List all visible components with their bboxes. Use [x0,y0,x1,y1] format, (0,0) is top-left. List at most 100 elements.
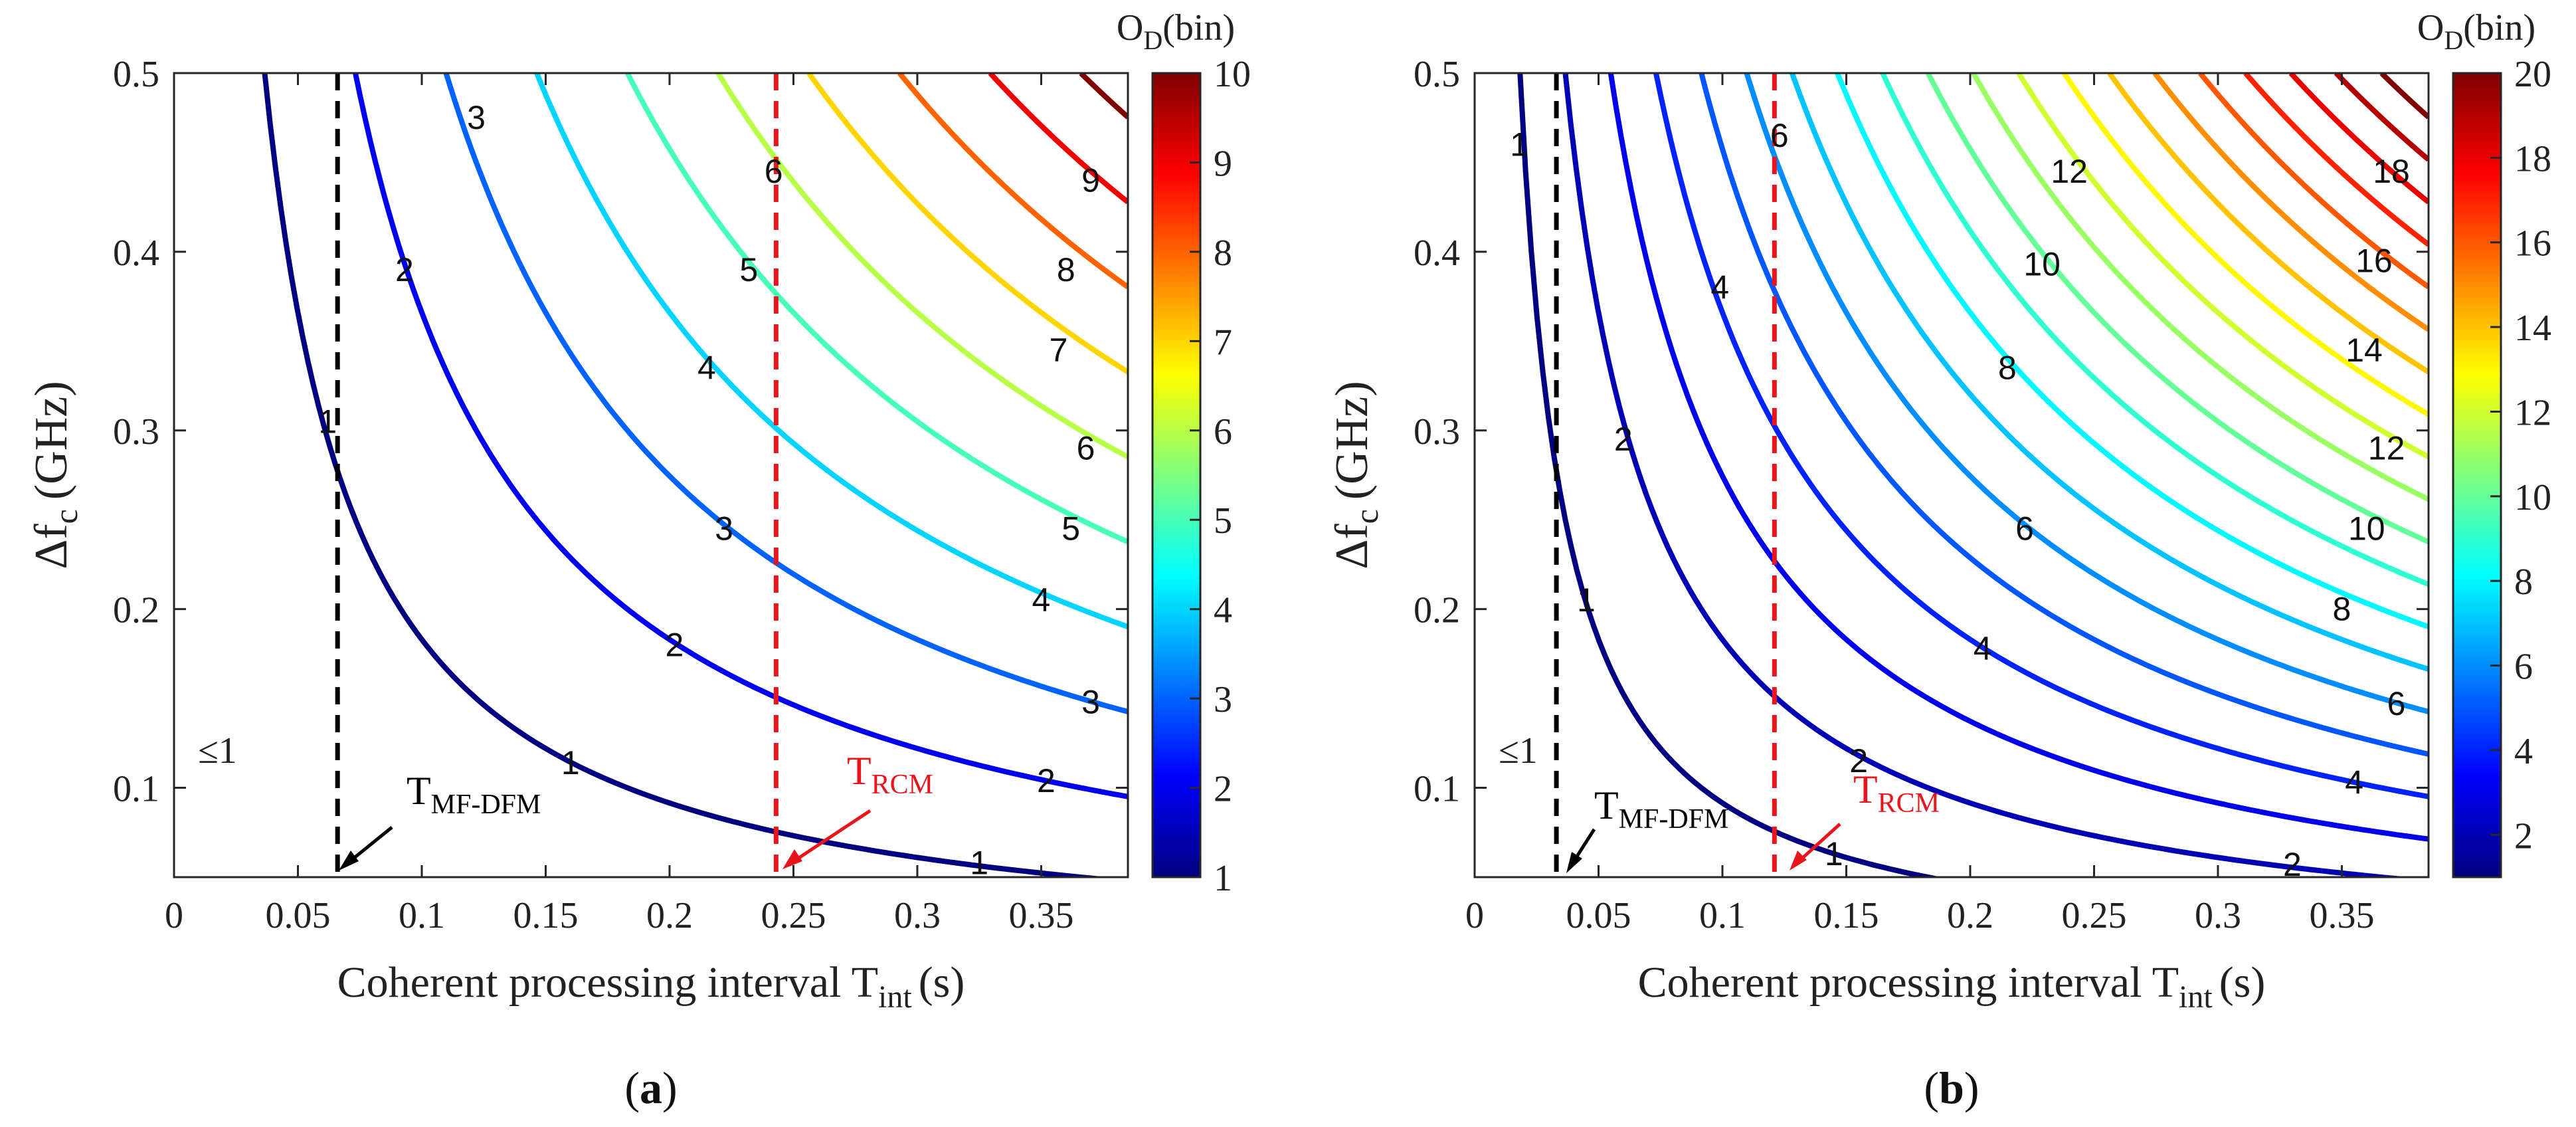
x-tick-label: 0.3 [2195,895,2241,936]
colorbar-tick-label: 12 [2514,392,2551,433]
x-tick-label: 0.15 [513,895,578,936]
contour-level-6 [715,73,1128,460]
t-mf-dfm-annotation: TMF-DFM [339,769,541,871]
x-tick-label: 0.1 [399,895,445,936]
contour-level-4 [1653,73,2429,799]
ticks: 0 0.05 0.1 0.15 0.2 0.25 0.3 0.35 0.1 0.2 0.3 0.4 0.… [113,54,1128,936]
arrowhead-icon [1790,851,1807,871]
t-rcm-sub: RCM [1878,788,1940,819]
contour-label: 12 [2051,153,2088,190]
contour-label: 14 [2346,332,2383,369]
colorbar-tick-label: 6 [1214,411,1232,453]
plot-frame [1473,72,2430,878]
colorbar-tick-label: 2 [1214,769,1232,810]
svg-text:Coherent processing interval T: Coherent processing interval Tint (s) [1638,958,2266,1015]
contour-level-8 [1835,73,2429,629]
colorbar-tick-label: 10 [2514,477,2551,518]
svg-text:Coherent processing interval T: Coherent processing interval Tint (s) [337,958,965,1015]
reference-lines [335,73,779,877]
plot-area [174,73,1128,877]
svg-text:(a): (a) [624,1063,677,1113]
contour-label: 2 [1037,762,1056,799]
colorbar-tick-label: 2 [2514,815,2533,857]
x-tick-label: 0.35 [2309,895,2374,936]
contour-level-10 [1926,73,2429,545]
colorbar-title-unit: (bin) [2463,7,2535,49]
contour-level-19 [2334,73,2429,162]
t-rcm-annotation: TRCM [782,749,933,869]
colorbar-tick-label: 9 [1214,143,1232,184]
contour-label: 2 [1849,742,1868,779]
contour-level-2 [1562,73,2410,877]
contour-label: 8 [1998,350,2017,387]
t-rcm-arrow [790,809,872,865]
contour-label: 5 [739,251,758,288]
svg-text:Δfc(GHz): Δfc (GHz) [26,381,84,569]
contour-label: 4 [2345,764,2363,801]
contour-level-6 [1744,73,2429,714]
colorbar-title-unit: (bin) [1162,7,1235,49]
contour-level-1 [262,73,1109,877]
x-axis-label: Coherent processing interval T [1638,958,2179,1007]
contour-label: 3 [1081,683,1100,720]
contour-level-2 [353,73,1128,799]
contour-label: 6 [2387,685,2406,722]
x-axis-label: Coherent processing interval T [337,958,878,1007]
t-rcm-main: T [847,749,872,793]
arrowhead-icon [782,849,802,869]
svg-text:OD(bin): OD(bin) [1117,7,1235,55]
colorbar-gradient [2452,72,2502,878]
contour-level-11 [1971,73,2429,502]
x-tick-label: 0.2 [1947,895,1993,936]
y-axis-label-sub: c [47,509,84,524]
contour-label: 6 [1077,430,1095,467]
y-axis-label: Δf [1327,524,1378,569]
contour-label: 3 [467,99,486,136]
x-tick-label: 0 [1465,895,1484,936]
contour-label: 4 [697,350,716,387]
contour-level-3 [1608,73,2429,842]
colorbar-title-main: O [2417,7,2444,49]
svg-text:TRCM: TRCM [847,749,933,800]
x-tick-label: 0.25 [2061,895,2126,936]
y-axis-label-unit: (GHz) [26,381,77,500]
contour-label: 4 [1710,269,1729,306]
colorbar-tick-label: 4 [1214,590,1232,631]
contour-level-7 [1790,73,2429,672]
colorbar-tick-label: 16 [2514,223,2551,264]
y-axis-label-sub: c [1348,509,1385,524]
contour-label: 1 [970,844,988,881]
colorbar-title-main: O [1117,7,1143,49]
colorbar-gradient [1151,72,1202,878]
contour-level-7 [806,73,1128,375]
contour-label: 5 [1061,510,1080,548]
contour-label: 10 [2348,510,2385,548]
contour-level-18 [2288,73,2429,205]
contour-label: 16 [2355,242,2393,279]
contour-label: 1 [1577,581,1596,619]
colorbar-ticks: 2 4 6 8 10 12 14 16 18 20 [2490,54,2551,857]
colorbar-tick-label: 3 [1214,679,1232,720]
contour-label: 8 [1057,251,1075,288]
t-mf-dfm-sub: MF-DFM [1619,804,1729,835]
colorbar-tick-label: 18 [2514,138,2551,179]
t-mf-dfm-main: T [1594,783,1619,827]
colorbar-tick-label: 14 [2514,308,2551,349]
contour-level-5 [625,73,1128,545]
colorbar-tick-label: 8 [2514,562,2533,603]
plot-frame [173,72,1129,878]
colorbar-tick-label: 1 [1214,858,1232,899]
x-tick-label: 0.05 [265,895,330,936]
x-tick-label: 0 [165,895,183,936]
contour-label: 4 [1974,630,1992,667]
t-mf-dfm-annotation: TMF-DFM [1566,783,1728,873]
contour-level-4 [534,73,1128,629]
colorbar-tick-label: 6 [2514,647,2533,688]
t-mf-dfm-main: T [407,769,431,813]
contour-label: 6 [765,153,783,190]
contour-level-10 [1078,73,1128,120]
contour-lines [262,73,1128,877]
contour-level-3 [443,73,1128,714]
